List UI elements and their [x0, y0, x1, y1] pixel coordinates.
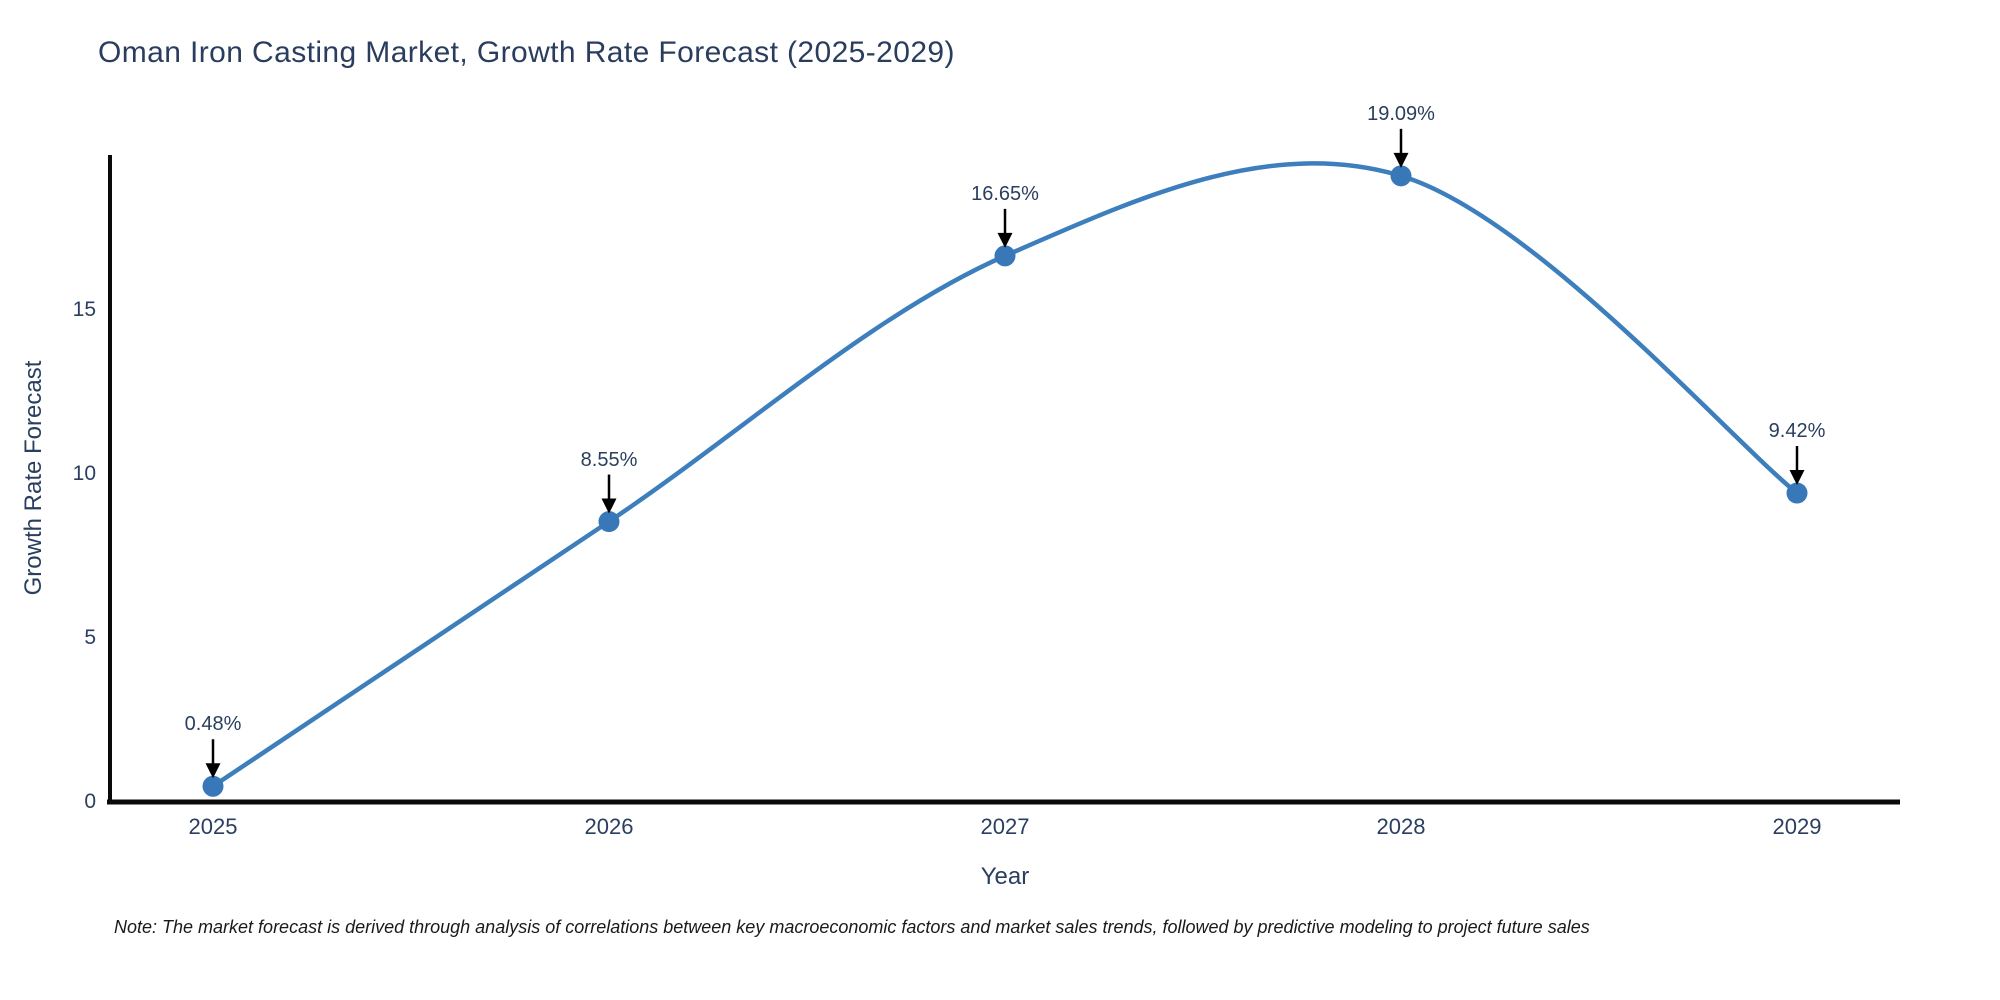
annotation-arrowhead	[997, 232, 1013, 248]
x-axis-title: Year	[980, 863, 1030, 890]
annotation-arrowhead	[601, 498, 617, 514]
y-tick-label: 10	[72, 462, 96, 485]
data-point-marker	[202, 775, 224, 797]
data-point-marker	[598, 511, 620, 533]
footnote: Note: The market forecast is derived thr…	[114, 917, 1590, 937]
y-tick-label: 5	[84, 626, 96, 649]
data-point-label: 19.09%	[1367, 102, 1435, 125]
x-tick-label: 2026	[584, 814, 634, 839]
chart-title: Oman Iron Casting Market, Growth Rate Fo…	[98, 36, 955, 69]
data-point-marker	[994, 245, 1016, 267]
data-point-label: 8.55%	[580, 448, 638, 471]
data-point-label: 0.48%	[184, 713, 242, 736]
data-point-marker	[1786, 482, 1808, 504]
x-tick-label: 2027	[980, 814, 1030, 839]
data-point-marker	[1390, 165, 1412, 187]
data-point-label: 16.65%	[971, 182, 1039, 205]
x-tick-label: 2028	[1376, 814, 1426, 839]
x-tick-label: 2029	[1772, 814, 1822, 839]
y-tick-label: 15	[72, 298, 96, 321]
annotation-arrowhead	[1789, 470, 1805, 486]
y-axis-title: Growth Rate Forecast	[20, 360, 47, 596]
x-tick-label: 2025	[188, 814, 238, 839]
data-point-label: 9.42%	[1768, 420, 1826, 443]
y-tick-label: 0	[84, 790, 96, 813]
annotation-arrowhead	[205, 763, 221, 779]
annotation-arrowhead	[1393, 152, 1409, 168]
